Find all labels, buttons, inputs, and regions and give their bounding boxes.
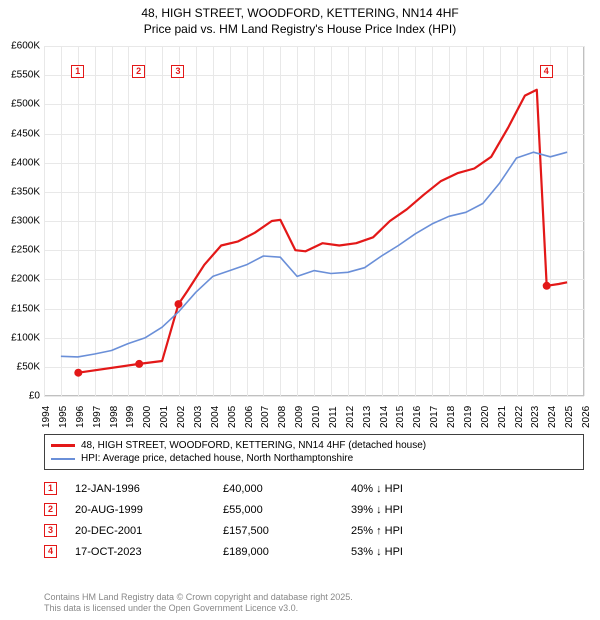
sale-marker-box: 4 [44, 545, 57, 558]
x-tick-label: 2002 [176, 406, 187, 428]
gridline-v [584, 46, 585, 396]
x-tick-label: 2007 [260, 406, 271, 428]
x-tick-label: 2025 [564, 406, 575, 428]
sale-diff: 39% ↓ HPI [351, 504, 403, 516]
sales-row: 3 20-DEC-2001 £157,500 25% ↑ HPI [44, 520, 584, 541]
legend-swatch [51, 458, 75, 460]
x-tick-label: 2013 [362, 406, 373, 428]
sale-marker-box: 2 [44, 503, 57, 516]
chart-title: 48, HIGH STREET, WOODFORD, KETTERING, NN… [0, 0, 600, 37]
sales-row: 1 12-JAN-1996 £40,000 40% ↓ HPI [44, 478, 584, 499]
container: 48, HIGH STREET, WOODFORD, KETTERING, NN… [0, 0, 600, 620]
x-tick-label: 2015 [395, 406, 406, 428]
x-tick-label: 2022 [514, 406, 525, 428]
x-tick-label: 2026 [581, 406, 592, 428]
sale-diff: 40% ↓ HPI [351, 483, 403, 495]
series-price_paid [78, 90, 567, 373]
legend-label: 48, HIGH STREET, WOODFORD, KETTERING, NN… [81, 440, 426, 451]
sale-date: 12-JAN-1996 [75, 483, 205, 495]
y-tick-label: £550K [0, 70, 40, 81]
y-tick-label: £150K [0, 303, 40, 314]
chart-area: 1 2 3 4 [44, 46, 584, 396]
x-tick-label: 2010 [311, 406, 322, 428]
legend-label: HPI: Average price, detached house, Nort… [81, 453, 353, 464]
y-tick-label: £50K [0, 361, 40, 372]
x-tick-label: 2016 [412, 406, 423, 428]
x-tick-label: 2023 [530, 406, 541, 428]
y-tick-label: £100K [0, 332, 40, 343]
sale-marker-box: 1 [71, 65, 84, 78]
y-tick-label: £250K [0, 245, 40, 256]
series-hpi [61, 152, 567, 357]
sale-date: 20-DEC-2001 [75, 525, 205, 537]
sale-date: 20-AUG-1999 [75, 504, 205, 516]
x-tick-label: 1997 [92, 406, 103, 428]
x-tick-label: 2017 [429, 406, 440, 428]
x-tick-label: 1998 [109, 406, 120, 428]
x-tick-label: 2000 [142, 406, 153, 428]
sale-price: £40,000 [223, 483, 333, 495]
sale-marker-box: 2 [132, 65, 145, 78]
sale-price: £189,000 [223, 546, 333, 558]
x-tick-label: 2001 [159, 406, 170, 428]
sales-row: 4 17-OCT-2023 £189,000 53% ↓ HPI [44, 541, 584, 562]
sale-marker-box: 1 [44, 482, 57, 495]
y-tick-label: £500K [0, 99, 40, 110]
x-tick-label: 2018 [446, 406, 457, 428]
y-tick-label: £200K [0, 274, 40, 285]
y-tick-label: £300K [0, 216, 40, 227]
sales-table: 1 12-JAN-1996 £40,000 40% ↓ HPI 2 20-AUG-1999… [44, 478, 584, 562]
x-tick-label: 2019 [463, 406, 474, 428]
x-tick-label: 2012 [345, 406, 356, 428]
footer: Contains HM Land Registry data © Crown c… [44, 592, 353, 615]
chart-lines [44, 46, 584, 396]
legend-item: HPI: Average price, detached house, Nort… [51, 452, 577, 465]
y-tick-label: £400K [0, 157, 40, 168]
x-tick-label: 2024 [547, 406, 558, 428]
sales-row: 2 20-AUG-1999 £55,000 39% ↓ HPI [44, 499, 584, 520]
sale-price: £55,000 [223, 504, 333, 516]
sale-diff: 25% ↑ HPI [351, 525, 403, 537]
sale-price: £157,500 [223, 525, 333, 537]
sale-marker-box: 4 [540, 65, 553, 78]
sale-diff: 53% ↓ HPI [351, 546, 403, 558]
x-tick-label: 2006 [244, 406, 255, 428]
x-tick-label: 2004 [210, 406, 221, 428]
x-tick-label: 1995 [58, 406, 69, 428]
title-line2: Price paid vs. HM Land Registry's House … [0, 22, 600, 38]
sale-marker-box: 3 [44, 524, 57, 537]
y-tick-label: £350K [0, 186, 40, 197]
gridline-h [44, 396, 584, 397]
sale-dot [543, 282, 551, 290]
x-tick-label: 2011 [328, 406, 339, 428]
sale-dot [135, 360, 143, 368]
x-tick-label: 2008 [277, 406, 288, 428]
sale-dot [74, 369, 82, 377]
x-tick-label: 2020 [480, 406, 491, 428]
legend-item: 48, HIGH STREET, WOODFORD, KETTERING, NN… [51, 439, 577, 452]
x-tick-label: 2005 [227, 406, 238, 428]
x-tick-label: 2009 [294, 406, 305, 428]
x-tick-label: 1994 [41, 406, 52, 428]
y-tick-label: £600K [0, 41, 40, 52]
y-tick-label: £0 [0, 391, 40, 402]
footer-line1: Contains HM Land Registry data © Crown c… [44, 592, 353, 603]
legend-swatch [51, 444, 75, 447]
footer-line2: This data is licensed under the Open Gov… [44, 603, 353, 614]
legend: 48, HIGH STREET, WOODFORD, KETTERING, NN… [44, 434, 584, 470]
title-line1: 48, HIGH STREET, WOODFORD, KETTERING, NN… [0, 6, 600, 22]
x-tick-label: 1999 [125, 406, 136, 428]
x-tick-label: 2021 [497, 406, 508, 428]
y-tick-label: £450K [0, 128, 40, 139]
x-tick-label: 2003 [193, 406, 204, 428]
sale-marker-box: 3 [171, 65, 184, 78]
x-tick-label: 2014 [379, 406, 390, 428]
sale-dot [175, 300, 183, 308]
x-tick-label: 1996 [75, 406, 86, 428]
sale-date: 17-OCT-2023 [75, 546, 205, 558]
